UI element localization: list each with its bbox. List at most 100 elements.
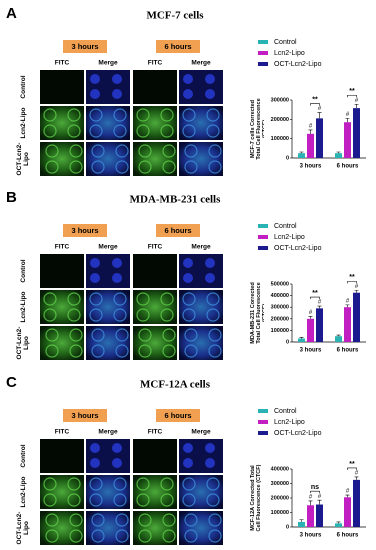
- time-label: 6 hours: [164, 411, 191, 420]
- micrograph: [179, 106, 223, 140]
- bar: [344, 307, 351, 342]
- y-tick-label: 100000: [271, 328, 289, 334]
- bracket: [310, 103, 320, 106]
- error-bar: [336, 521, 341, 524]
- cell: [43, 308, 57, 322]
- row-label: Control: [20, 75, 27, 98]
- column-label: Merge: [98, 244, 118, 251]
- cell: [89, 493, 103, 507]
- micrograph: [86, 142, 130, 176]
- micrograph: [40, 439, 84, 473]
- bracket: [310, 296, 320, 300]
- legend-label: Control: [274, 408, 297, 415]
- cell: [136, 308, 150, 322]
- column-label: Merge: [98, 60, 118, 67]
- x-tick-label: 6 hours: [337, 348, 359, 354]
- y-axis-label: MCF-7 cells Corrected Total Cell Fluores…: [250, 98, 264, 160]
- x-tick-label: 6 hours: [337, 533, 359, 539]
- bar: [307, 318, 314, 342]
- bar: [335, 153, 342, 158]
- nucleus: [112, 273, 122, 283]
- time-label: 3 hours: [71, 226, 98, 235]
- significance-marker: #: [318, 494, 322, 500]
- cell: [45, 513, 59, 527]
- cell: [67, 477, 81, 491]
- column-label: FITC: [148, 244, 163, 251]
- cell: [89, 308, 103, 322]
- micrograph: [133, 142, 177, 176]
- cell: [43, 108, 57, 122]
- x-tick-label: 6 hours: [337, 164, 359, 170]
- row-label-text: Lcn2-Lipo: [19, 107, 27, 139]
- nucleus: [205, 273, 215, 283]
- nucleus: [205, 74, 215, 84]
- time-label: 6 hours: [164, 226, 191, 235]
- time-label: 6 hours: [164, 42, 191, 51]
- legend-label: OCT-Lcn2-Lipo: [274, 430, 322, 437]
- y-axis-label-text: MCF-7 cells Corrected Total Cell Fluores…: [250, 98, 264, 160]
- cell: [115, 344, 129, 358]
- significance-marker: #: [355, 471, 359, 477]
- bar: [344, 122, 351, 158]
- bracket-label: **: [349, 88, 355, 95]
- column-label: Merge: [191, 60, 211, 67]
- y-tick-label: 300000: [271, 481, 289, 487]
- row-label-text: Control: [19, 259, 27, 283]
- cell: [113, 292, 127, 306]
- nucleus: [112, 74, 122, 84]
- legend-label: Lcn2-Lipo: [274, 234, 305, 241]
- cell: [43, 292, 57, 306]
- column-label: Merge: [191, 429, 211, 436]
- cell: [160, 108, 174, 122]
- cell: [208, 144, 222, 158]
- cell: [184, 328, 198, 342]
- legend-label: Control: [274, 39, 297, 46]
- legend-swatch: [258, 246, 268, 250]
- cell: [136, 292, 150, 306]
- nucleus: [183, 273, 193, 283]
- error-bar: [317, 305, 322, 309]
- y-tick-label: 100000: [271, 510, 289, 516]
- cell: [182, 108, 196, 122]
- column-label: FITC: [148, 429, 163, 436]
- column-label: Merge: [191, 244, 211, 251]
- y-axis-label: MDA-MB-231 Corrected Total Cell Fluoresc…: [250, 282, 264, 343]
- y-tick-label: 300000: [271, 305, 289, 311]
- time-label: 3 hours: [71, 411, 98, 420]
- row-label: Lcn2-Lipo: [20, 476, 27, 507]
- panel-letter: B: [6, 189, 17, 206]
- panel-letter: A: [6, 5, 17, 22]
- cell: [67, 308, 81, 322]
- y-tick-label: 100000: [271, 136, 289, 142]
- bar: [316, 118, 323, 158]
- time-box: [63, 224, 107, 237]
- micrograph: [40, 511, 84, 545]
- cell: [182, 292, 196, 306]
- cell: [184, 529, 198, 543]
- bracket-label: **: [349, 274, 355, 281]
- cell: [138, 513, 152, 527]
- bar: [316, 504, 323, 527]
- cell: [89, 124, 103, 138]
- column-label: FITC: [55, 60, 70, 67]
- row-label-text: OCT-Lcn2-Lipo: [16, 142, 30, 176]
- y-tick-label: 0: [286, 155, 289, 161]
- cell: [160, 477, 174, 491]
- legend-swatch: [258, 235, 268, 239]
- bar: [335, 336, 342, 342]
- cell: [89, 477, 103, 491]
- nucleus: [183, 89, 193, 99]
- bar: [344, 497, 351, 527]
- time-box: [156, 409, 200, 422]
- cell: [67, 292, 81, 306]
- cell: [184, 144, 198, 158]
- nucleus: [205, 89, 215, 99]
- error-bar: [317, 112, 322, 119]
- cell: [113, 124, 127, 138]
- row-label: Control: [19, 259, 27, 283]
- cell: [162, 328, 176, 342]
- bar: [298, 338, 305, 342]
- bar: [353, 292, 360, 342]
